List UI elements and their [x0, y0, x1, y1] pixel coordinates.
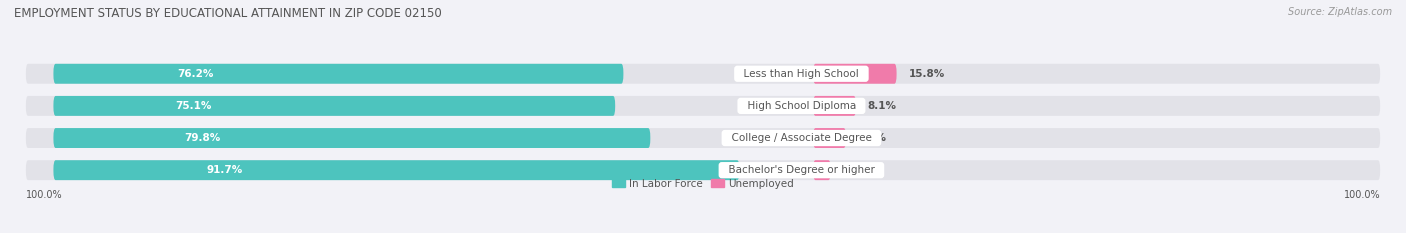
FancyBboxPatch shape [25, 160, 1381, 180]
Text: High School Diploma: High School Diploma [741, 101, 862, 111]
FancyBboxPatch shape [25, 64, 1381, 84]
Text: 6.2%: 6.2% [858, 133, 887, 143]
FancyBboxPatch shape [53, 128, 651, 148]
Text: 91.7%: 91.7% [207, 165, 243, 175]
Text: 79.8%: 79.8% [184, 133, 221, 143]
FancyBboxPatch shape [813, 160, 831, 180]
Text: 15.8%: 15.8% [908, 69, 945, 79]
Text: 8.1%: 8.1% [868, 101, 897, 111]
Text: 100.0%: 100.0% [1344, 190, 1381, 200]
Text: College / Associate Degree: College / Associate Degree [724, 133, 879, 143]
FancyBboxPatch shape [25, 96, 1381, 116]
Text: Source: ZipAtlas.com: Source: ZipAtlas.com [1288, 7, 1392, 17]
FancyBboxPatch shape [813, 96, 856, 116]
FancyBboxPatch shape [53, 64, 623, 84]
Text: Bachelor's Degree or higher: Bachelor's Degree or higher [721, 165, 882, 175]
Text: 100.0%: 100.0% [25, 190, 62, 200]
FancyBboxPatch shape [813, 64, 897, 84]
Legend: In Labor Force, Unemployed: In Labor Force, Unemployed [609, 175, 797, 193]
FancyBboxPatch shape [53, 96, 616, 116]
FancyBboxPatch shape [25, 128, 1381, 148]
Text: Less than High School: Less than High School [737, 69, 866, 79]
FancyBboxPatch shape [53, 160, 740, 180]
Text: 75.1%: 75.1% [176, 101, 212, 111]
Text: 76.2%: 76.2% [177, 69, 214, 79]
FancyBboxPatch shape [813, 128, 846, 148]
Text: EMPLOYMENT STATUS BY EDUCATIONAL ATTAINMENT IN ZIP CODE 02150: EMPLOYMENT STATUS BY EDUCATIONAL ATTAINM… [14, 7, 441, 20]
Text: 3.3%: 3.3% [842, 165, 872, 175]
